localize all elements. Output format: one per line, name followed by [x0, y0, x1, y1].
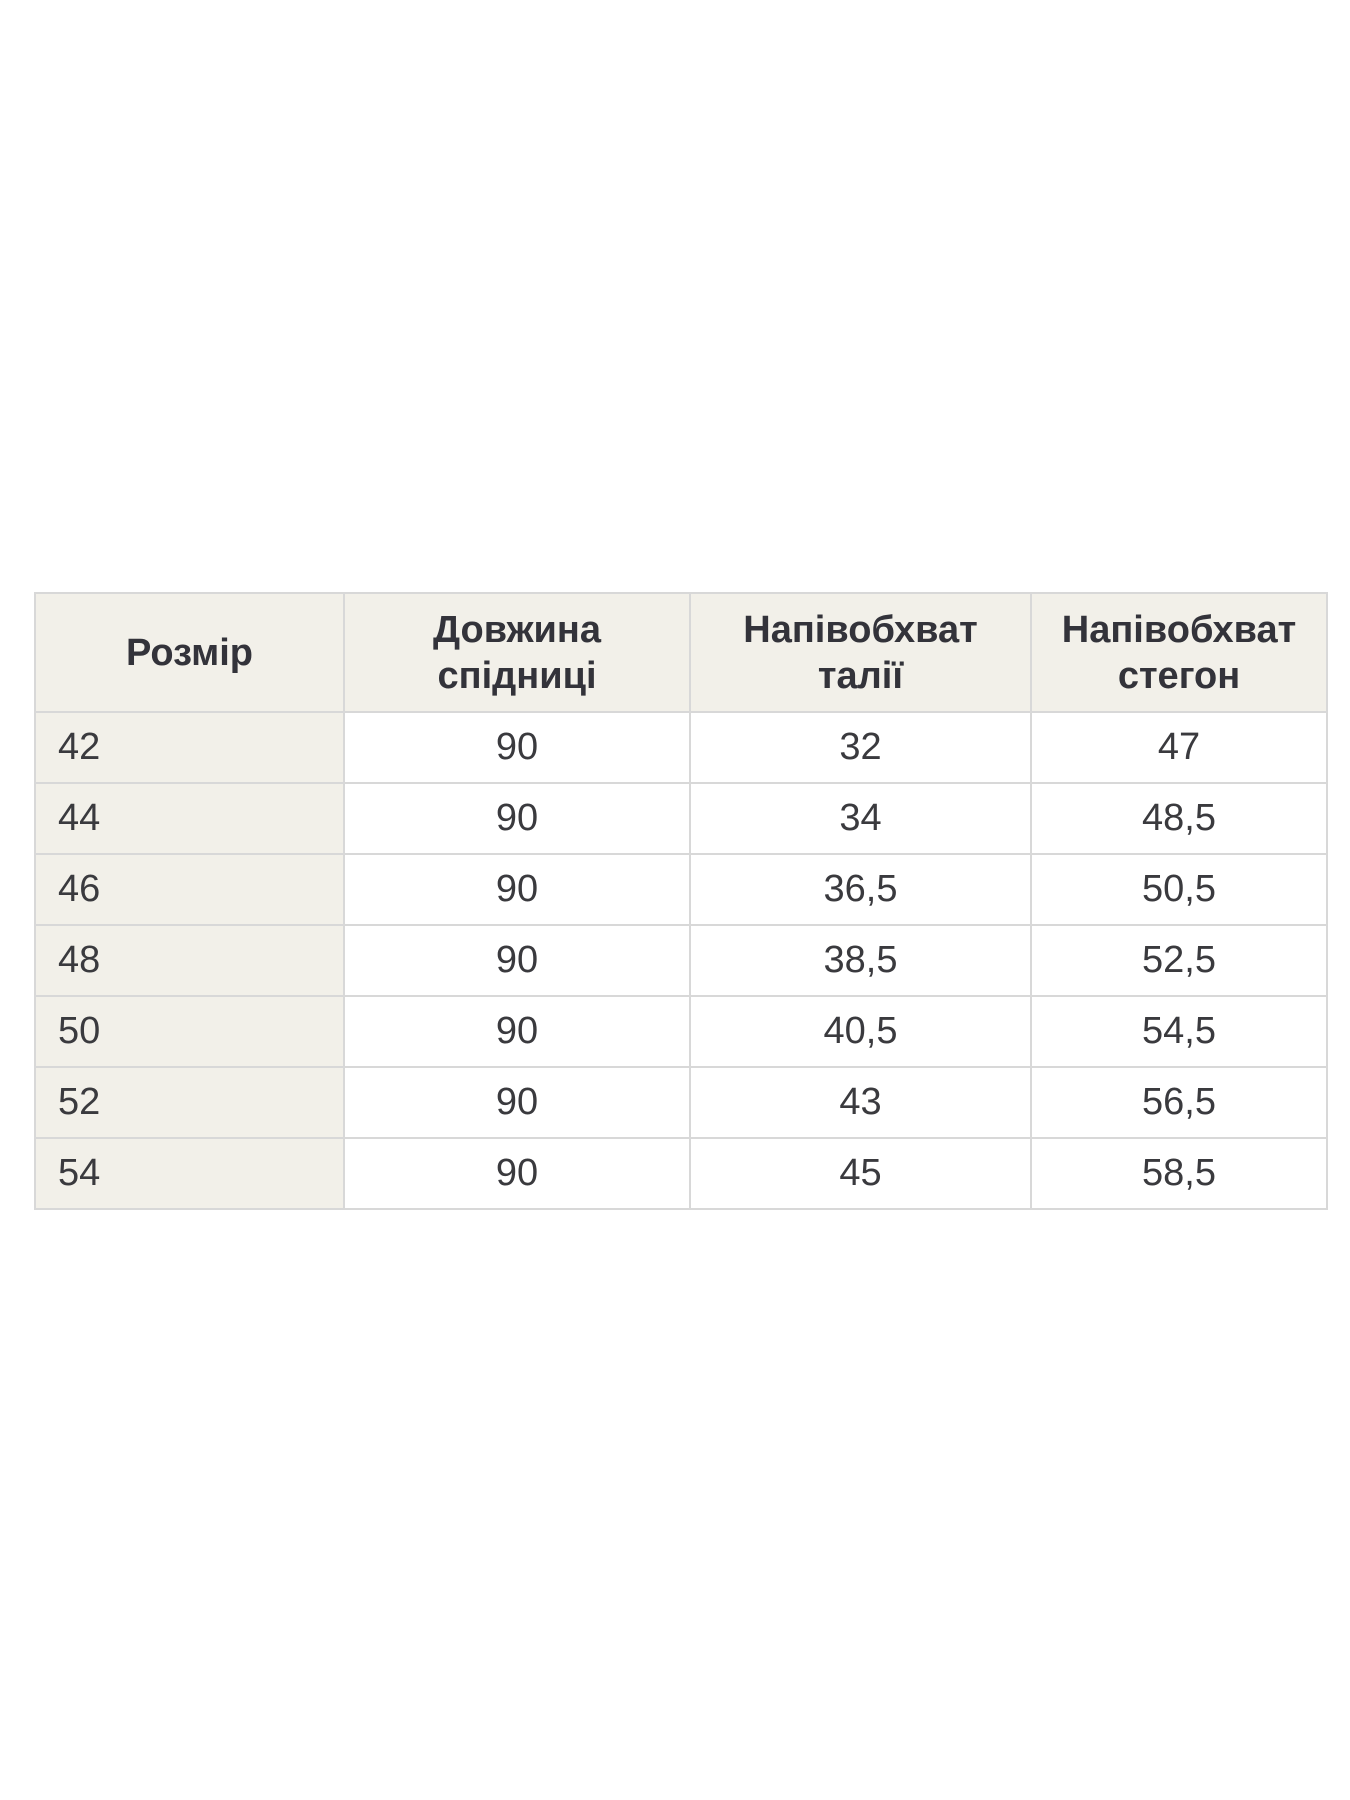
cell-size: 48 — [34, 924, 345, 997]
cell-skirt-length: 90 — [343, 782, 691, 855]
table-row: 48 90 38,5 52,5 — [34, 924, 1328, 997]
cell-half-hips: 58,5 — [1030, 1137, 1328, 1210]
cell-half-waist: 32 — [689, 711, 1032, 784]
table-row: 50 90 40,5 54,5 — [34, 995, 1328, 1068]
cell-skirt-length: 90 — [343, 711, 691, 784]
table-row: 46 90 36,5 50,5 — [34, 853, 1328, 926]
cell-half-hips: 56,5 — [1030, 1066, 1328, 1139]
cell-half-waist: 36,5 — [689, 853, 1032, 926]
cell-size: 54 — [34, 1137, 345, 1210]
cell-size: 52 — [34, 1066, 345, 1139]
header-cell-skirt-length: Довжина спідниці — [343, 592, 691, 713]
cell-size: 44 — [34, 782, 345, 855]
cell-half-waist: 38,5 — [689, 924, 1032, 997]
table-row: 42 90 32 47 — [34, 711, 1328, 784]
cell-size: 42 — [34, 711, 345, 784]
table-row: 44 90 34 48,5 — [34, 782, 1328, 855]
cell-skirt-length: 90 — [343, 995, 691, 1068]
table-row: 52 90 43 56,5 — [34, 1066, 1328, 1139]
cell-half-waist: 45 — [689, 1137, 1032, 1210]
cell-half-waist: 43 — [689, 1066, 1032, 1139]
cell-half-hips: 50,5 — [1030, 853, 1328, 926]
table-row: 54 90 45 58,5 — [34, 1137, 1328, 1210]
header-cell-size: Розмір — [34, 592, 345, 713]
cell-half-waist: 34 — [689, 782, 1032, 855]
cell-half-hips: 47 — [1030, 711, 1328, 784]
header-cell-half-waist: Напівобхват талії — [689, 592, 1032, 713]
cell-skirt-length: 90 — [343, 924, 691, 997]
cell-skirt-length: 90 — [343, 1066, 691, 1139]
cell-size: 50 — [34, 995, 345, 1068]
cell-half-waist: 40,5 — [689, 995, 1032, 1068]
cell-size: 46 — [34, 853, 345, 926]
cell-skirt-length: 90 — [343, 1137, 691, 1210]
header-cell-half-hips: Напівобхват стегон — [1030, 592, 1328, 713]
cell-skirt-length: 90 — [343, 853, 691, 926]
size-chart-table: Розмір Довжина спідниці Напівобхват талі… — [34, 592, 1328, 1210]
cell-half-hips: 52,5 — [1030, 924, 1328, 997]
header-row: Розмір Довжина спідниці Напівобхват талі… — [34, 592, 1328, 713]
cell-half-hips: 54,5 — [1030, 995, 1328, 1068]
cell-half-hips: 48,5 — [1030, 782, 1328, 855]
